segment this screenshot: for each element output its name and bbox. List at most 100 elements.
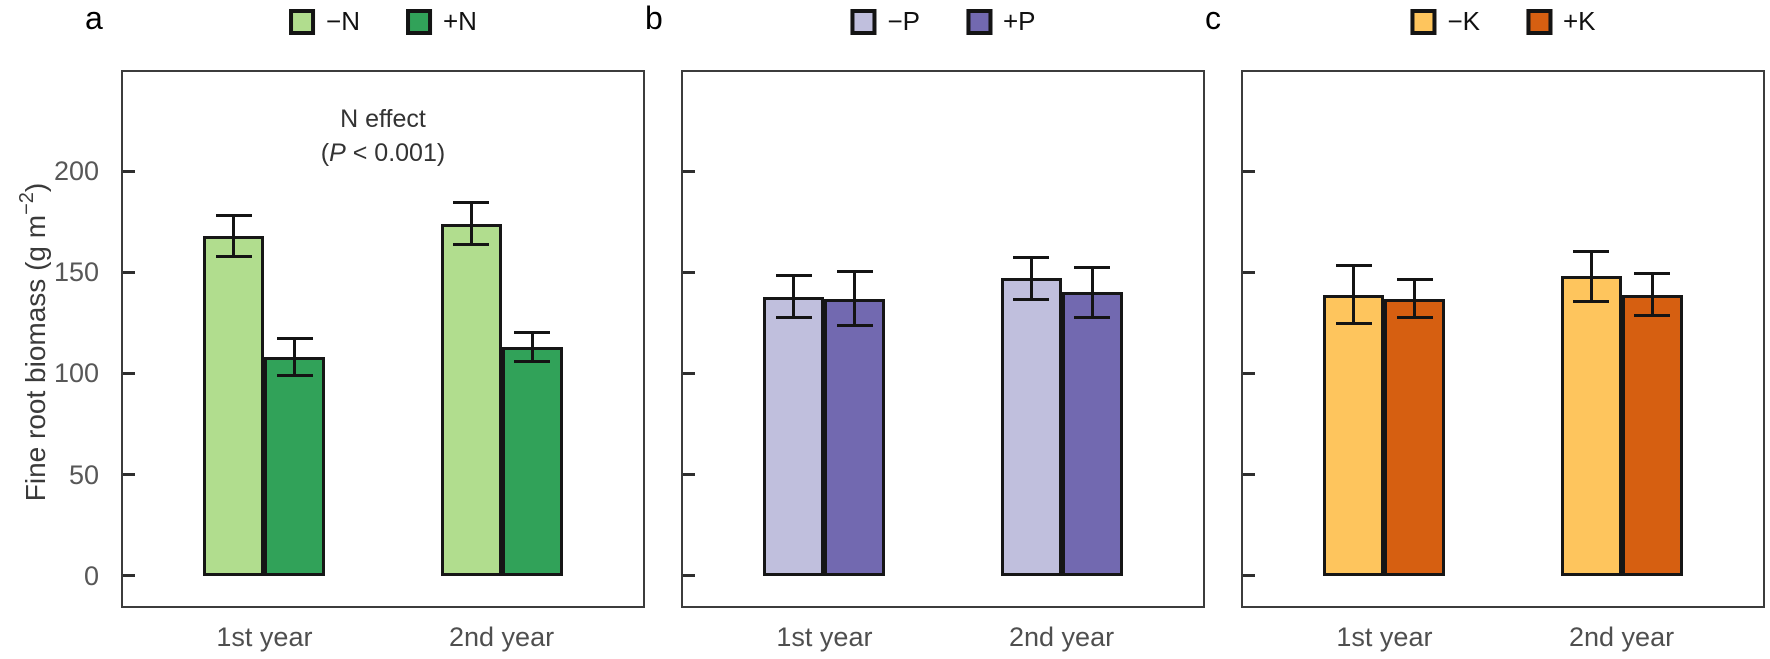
annotation-p-value: < 0.001) [345,139,446,167]
y-axis-tick [123,270,135,274]
bar-N-2 [440,223,502,576]
error-bar-cap-bottom [514,360,551,364]
error-bar [836,270,873,327]
legend-item: −K [1410,6,1480,37]
error-bar-cap-top [1335,264,1372,268]
y-axis-tick [1243,371,1255,375]
y-axis-tick [683,169,695,173]
error-bar [1013,256,1050,301]
error-bar-cap-top [514,330,551,334]
y-axis-tick-label: 0 [83,560,99,591]
y-axis-tick [123,169,135,173]
error-bar [1074,266,1111,319]
annotation-line2: (P < 0.001) [321,136,445,170]
legend-label: −N [326,6,360,36]
error-bar-stem [293,336,297,378]
error-bar [1634,272,1671,317]
x-axis-category-label: 2nd year [1569,622,1675,652]
legend-label: +P [1003,6,1036,36]
legend-swatch-icon [1410,8,1437,35]
plot-area [681,70,1205,608]
plot-area [1241,70,1765,608]
legend-item: −P [850,6,920,37]
y-axis-tick-label: 50 [68,459,99,490]
error-bar-cap-bottom [775,315,812,319]
error-bar-cap-top [1573,250,1610,253]
y-axis-tick-label: 100 [53,358,99,389]
annotation-p-symbol: P [329,139,346,167]
y-axis-tick [1243,169,1255,173]
error-bar-cap-bottom [1634,313,1671,317]
panel-letter: a [85,0,103,36]
legend: −N +N [289,6,477,37]
y-axis-label-superscript: −2 [16,192,38,215]
y-axis-tick [1243,270,1255,274]
legend-item: +P [966,6,1036,37]
panel-letter: c [1205,0,1221,36]
error-bar-cap-bottom [1335,321,1372,325]
legend-label: −K [1447,6,1480,36]
error-bar-cap-bottom [276,374,313,378]
error-bar-cap-top [215,213,252,217]
bar-P-1 [763,296,825,576]
legend-item: +N [406,6,477,37]
bar-K-1 [1384,298,1446,576]
error-bar-stem [853,270,857,327]
bar-P-1 [824,298,886,576]
error-bar-cap-bottom [215,255,252,259]
error-bar-cap-top [1074,266,1111,270]
bar-N-1 [203,235,265,576]
plot-area: 0 50 100 150 200 N effect (P < 0.001) [54,70,645,608]
error-bar-stem [792,274,796,319]
error-bar-stem [1352,264,1356,325]
legend-swatch-icon [406,8,432,35]
error-bar-stem [232,213,236,259]
error-bar-cap-bottom [453,242,490,246]
bar-P-2 [1000,278,1062,576]
error-bar-stem [1589,250,1593,303]
error-bar-cap-top [1634,272,1671,276]
bar-K-1 [1323,294,1385,576]
error-bar-cap-bottom [1074,315,1111,319]
y-axis-tick [683,574,695,578]
error-bar [775,274,812,319]
error-bar-stem [1413,278,1417,319]
error-bar-cap-top [453,201,490,205]
error-bar-stem [1029,256,1033,301]
error-bar-cap-bottom [1396,315,1433,319]
x-axis-category-label: 1st year [216,622,313,652]
error-bar-cap-bottom [1573,299,1610,303]
annotation-n-effect: N effect (P < 0.001) [321,102,445,170]
chart-panel-c: c −K +K 1st year 2nd year [1205,1,1765,652]
chart-panel-b: b −P +P 1st year 2nd year [645,1,1205,652]
error-bar-cap-top [775,274,812,278]
y-axis-tick [683,473,695,477]
y-axis-tick-label: 200 [53,156,99,187]
error-bar-stem [1650,272,1654,317]
legend-swatch-icon [289,8,316,35]
legend-swatch-icon [1526,8,1552,35]
error-bar-stem [530,330,534,364]
x-axis-category-label: 1st year [1336,622,1433,652]
error-bar [1573,250,1610,303]
error-bar-cap-bottom [1013,297,1050,301]
error-bar-stem [469,201,473,246]
bar-P-2 [1061,292,1123,576]
legend-item: −N [289,6,360,37]
legend-swatch-icon [966,8,992,35]
legend: −K +K [1410,6,1596,37]
chart-panel-a: a −N +N 0 50 100 150 200 N effect (P < 0.001) 1… [54,1,645,652]
error-bar-cap-top [276,336,313,340]
y-axis-tick [683,371,695,375]
legend-swatch-icon [850,8,877,35]
x-axis-category-label: 2nd year [449,622,555,652]
error-bar-cap-top [1013,256,1050,260]
y-axis-tick [123,473,135,477]
y-axis-tick [683,270,695,274]
y-axis-tick [1243,574,1255,578]
error-bar [514,330,551,364]
legend-label: −P [887,6,920,36]
bar-N-1 [264,357,326,576]
error-bar [1335,264,1372,325]
